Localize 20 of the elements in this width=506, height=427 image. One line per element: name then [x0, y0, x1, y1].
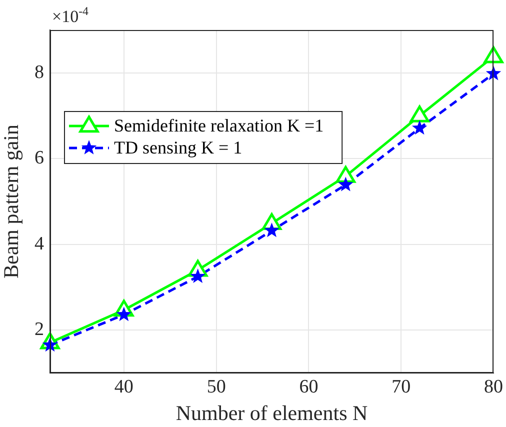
point: [338, 176, 354, 192]
x-tick-label: 60: [299, 376, 318, 398]
point: [484, 46, 504, 64]
y-tick-label: 8: [34, 62, 44, 83]
x-tick-label: 70: [392, 376, 411, 398]
y-axis-title: Beam pattern gain: [0, 124, 24, 278]
y-tick-label: 6: [34, 148, 44, 169]
x-tick-label: 80: [484, 376, 503, 398]
legend-label: TD sensing K = 1: [114, 138, 242, 158]
x-axis-title: Number of elements N: [176, 400, 368, 425]
y-tick-label: 2: [34, 319, 44, 340]
point: [264, 222, 280, 238]
x-tick-label: 50: [206, 376, 226, 398]
point: [410, 106, 430, 122]
x-tick-label: 40: [114, 376, 134, 398]
y-tick-label: 4: [34, 233, 44, 254]
legend-label: Semidefinite relaxation K =1: [114, 116, 324, 136]
point: [412, 120, 428, 135]
point: [190, 268, 206, 284]
point: [336, 166, 356, 183]
